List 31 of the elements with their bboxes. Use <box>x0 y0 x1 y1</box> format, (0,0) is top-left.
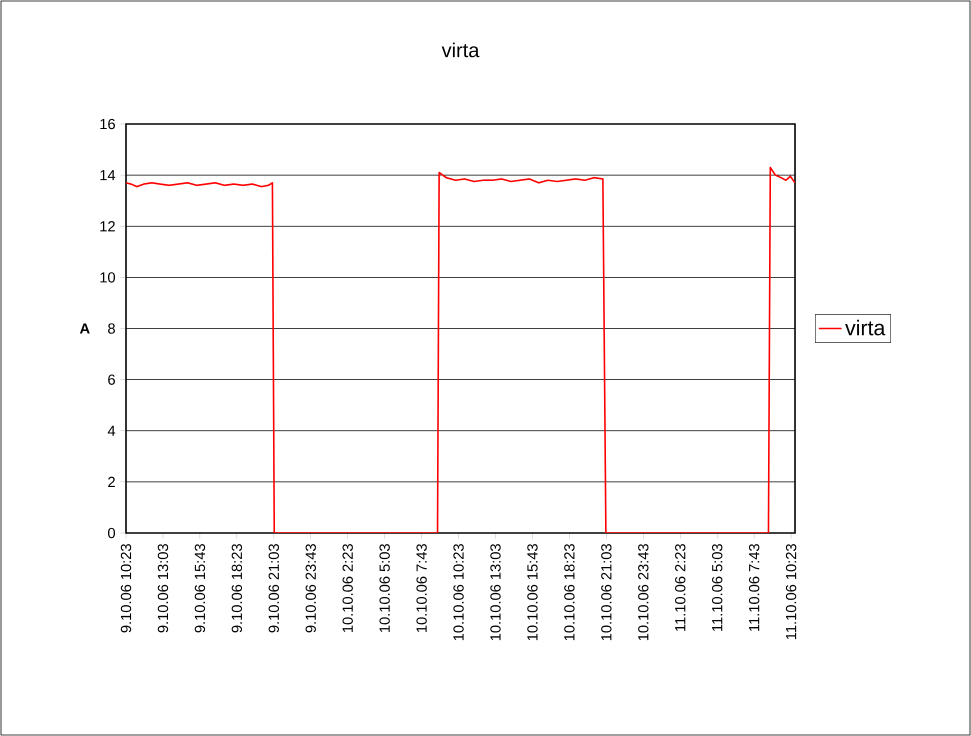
x-tick-label: 9.10.06 23:43 <box>306 544 316 632</box>
x-tick-label: 10.10.06 10:23 <box>453 544 464 640</box>
x-tick-label: 9.10.06 18:23 <box>232 544 242 632</box>
y-tick-label: 16 <box>100 118 115 130</box>
x-tick-label: 10.10.06 7:43 <box>416 544 427 632</box>
chart-title: virta <box>442 42 480 58</box>
x-tick-label: 11.10.06 2:23 <box>675 544 686 631</box>
y-tick-label: 4 <box>108 426 116 436</box>
x-tick-label: 10.10.06 23:43 <box>638 544 648 640</box>
y-tick-label: 6 <box>108 374 115 385</box>
x-tick-label: 10.10.06 15:43 <box>527 544 538 640</box>
y-tick-label: 0 <box>108 528 116 538</box>
x-tick-label: 10.10.06 13:03 <box>490 544 501 640</box>
x-tick-label: 9.10.06 13:03 <box>158 544 168 632</box>
y-tick-label: 14 <box>100 170 116 180</box>
x-tick-label: 10.10.06 18:23 <box>564 544 575 640</box>
x-tick-label: 10.10.06 21:03 <box>601 544 612 640</box>
x-tick-label: 11.10.06 10:23 <box>786 544 796 640</box>
x-tick-label: 10.10.06 2:23 <box>342 544 353 632</box>
x-tick-label: 9.10.06 10:23 <box>120 544 132 632</box>
y-tick-label: 2 <box>108 476 115 487</box>
x-tick-label: 10.10.06 5:03 <box>379 544 390 632</box>
x-tick-label: 9.10.06 21:03 <box>268 544 279 632</box>
y-tick-label: 8 <box>108 323 115 334</box>
x-tick-label: 11.10.06 7:43 <box>748 544 760 631</box>
y-tick-label: 10 <box>100 272 116 283</box>
y-axis-title: A <box>80 323 90 334</box>
x-tick-label: 11.10.06 5:03 <box>712 544 722 631</box>
legend-label: virta <box>845 320 886 336</box>
y-tick-label: 12 <box>100 221 115 232</box>
x-tick-label: 9.10.06 15:43 <box>194 544 206 632</box>
